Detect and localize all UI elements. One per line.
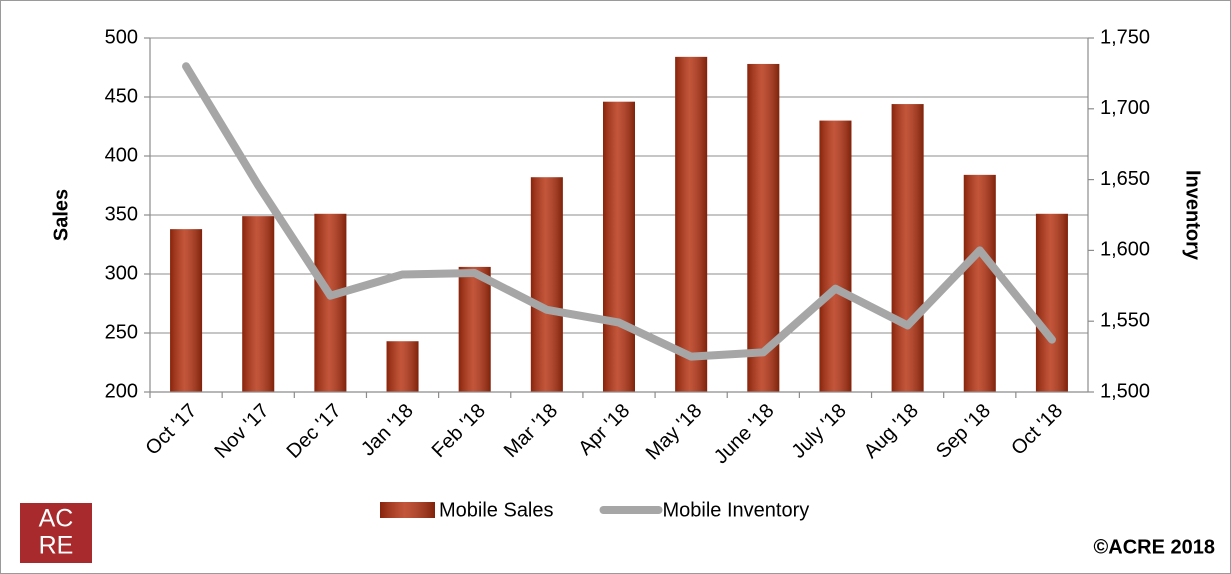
y-tick-label: 200 (105, 380, 138, 402)
bar-shine (386, 341, 419, 392)
y-axis-title: Sales (50, 189, 72, 241)
y2-tick-label: 1,750 (1100, 26, 1150, 48)
y2-axis-title: Inventory (1182, 170, 1204, 261)
y-tick-label: 250 (105, 321, 138, 343)
legend-swatch-shine (380, 502, 435, 518)
bar-shine (314, 213, 347, 392)
bar-shine (747, 63, 780, 393)
bar-shine (603, 101, 635, 392)
y2-tick-label: 1,550 (1100, 309, 1150, 331)
legend-label: Mobile Sales (439, 499, 554, 521)
bar-shine (1035, 213, 1068, 392)
logo-text: AC (39, 505, 74, 533)
y2-tick-label: 1,500 (1100, 380, 1150, 402)
y-tick-label: 500 (105, 26, 138, 48)
copyright: ©ACRE 2018 (1094, 536, 1215, 558)
bar-shine (170, 229, 203, 392)
y-tick-label: 400 (105, 144, 138, 166)
line (182, 62, 1056, 361)
bar-shine (963, 174, 996, 392)
bar-shine (819, 120, 852, 392)
y-tick-label: 300 (105, 262, 138, 284)
logo-box (20, 503, 92, 563)
legend-label: Mobile Inventory (663, 499, 810, 521)
bar-shine (675, 56, 708, 392)
bar-shine (530, 177, 563, 392)
y2-tick-label: 1,650 (1100, 168, 1150, 190)
y-tick-label: 350 (105, 203, 138, 225)
bar-shine (458, 266, 491, 392)
y2-tick-label: 1,700 (1100, 97, 1150, 119)
logo-text: RE (39, 532, 74, 560)
y-tick-label: 450 (105, 85, 138, 107)
bar-shine (891, 104, 924, 392)
bar-shine (242, 216, 275, 392)
y2-tick-label: 1,600 (1100, 239, 1150, 261)
